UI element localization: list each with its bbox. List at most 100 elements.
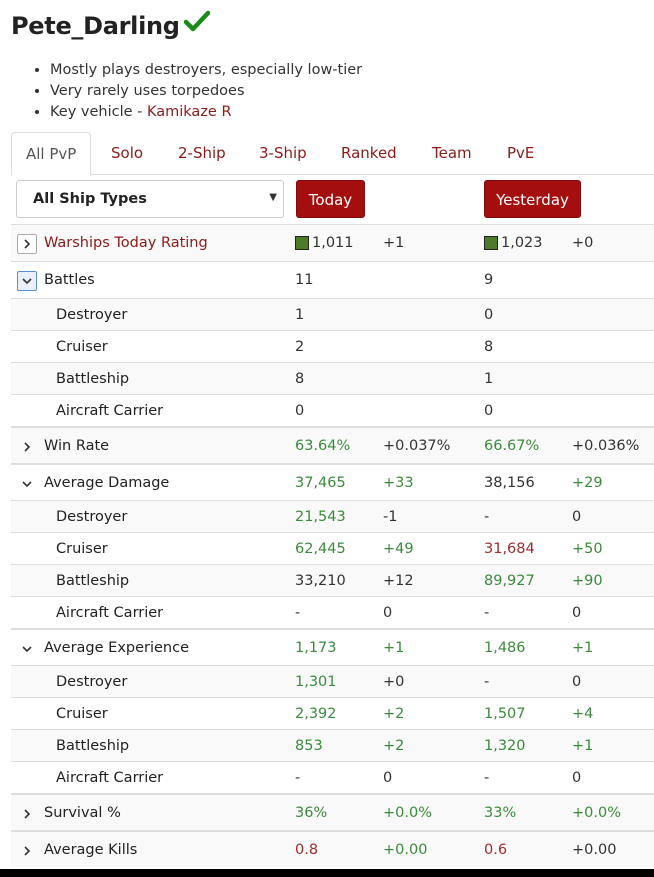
winrate-yesterday: 66.67% xyxy=(484,437,540,454)
subrow-yesterday: 1 xyxy=(484,370,494,387)
expand-toggle[interactable] xyxy=(17,804,37,824)
subrow-label: Battleship xyxy=(56,572,130,589)
subrow-today-delta: -1 xyxy=(383,508,398,525)
tab-all-pvp[interactable]: All PvP xyxy=(11,132,92,176)
experience-subrow: Aircraft Carrier - 0 - 0 xyxy=(11,761,654,793)
tab-3-ship[interactable]: 3-Ship xyxy=(259,144,307,162)
survival-label: Survival % xyxy=(44,804,121,821)
rating-yesterday-delta: +0 xyxy=(572,235,594,251)
damage-subrow: Cruiser 62,445 +49 31,684 +50 xyxy=(11,532,654,564)
experience-subrow: Battleship 853 +2 1,320 +1 xyxy=(11,729,654,761)
survival-today: 36% xyxy=(295,804,328,821)
experience-today-delta: +1 xyxy=(383,639,405,656)
subrow-yesterday-delta: +4 xyxy=(572,705,594,722)
experience-label: Average Experience xyxy=(44,639,190,656)
tab-pve[interactable]: PvE xyxy=(507,144,535,162)
yesterday-button[interactable]: Yesterday xyxy=(484,180,581,218)
winrate-today: 63.64% xyxy=(295,437,351,454)
subrow-yesterday-delta: +50 xyxy=(572,540,603,557)
winrate-today-delta: +0.037% xyxy=(383,437,451,454)
collapse-toggle[interactable] xyxy=(17,639,37,659)
checkmark-icon xyxy=(183,10,210,38)
survival-yesterday: 33% xyxy=(484,804,517,821)
experience-yesterday-delta: +1 xyxy=(572,639,594,656)
subrow-today-delta: +2 xyxy=(383,705,405,722)
winrate-row: Win Rate 63.64% +0.037% 66.67% +0.036% xyxy=(11,426,654,463)
subrow-yesterday: - xyxy=(484,769,490,786)
tab-2-ship[interactable]: 2-Ship xyxy=(178,144,226,162)
experience-today: 1,173 xyxy=(295,639,337,656)
subrow-today-delta: +2 xyxy=(383,737,405,754)
stats-table: Warships Today Rating 1,011 +1 1,023 +0 … xyxy=(11,224,654,867)
collapse-toggle[interactable] xyxy=(17,271,37,291)
subrow-label: Cruiser xyxy=(56,540,108,557)
expand-toggle[interactable] xyxy=(17,437,37,457)
subrow-today: 0 xyxy=(295,402,305,419)
subrow-yesterday: 0 xyxy=(484,402,494,419)
tab-team[interactable]: Team xyxy=(432,144,472,162)
note-key-vehicle-label: Key vehicle - xyxy=(50,104,147,120)
expand-toggle[interactable] xyxy=(17,234,37,254)
rating-today: 1,011 xyxy=(295,225,354,261)
subrow-today: - xyxy=(295,604,301,621)
subrow-yesterday: 31,684 xyxy=(484,540,535,557)
subrow-today-delta: 0 xyxy=(383,769,393,786)
dropdown-arrow-icon: ▼ xyxy=(269,192,277,203)
battles-subrow: Battleship 8 1 xyxy=(11,362,654,394)
subrow-label: Destroyer xyxy=(56,508,128,525)
rating-row: Warships Today Rating 1,011 +1 1,023 +0 xyxy=(11,224,654,261)
subrow-yesterday-delta: +90 xyxy=(572,572,603,589)
collapse-toggle[interactable] xyxy=(17,474,37,494)
tab-solo[interactable]: Solo xyxy=(111,144,144,162)
damage-label: Average Damage xyxy=(44,474,170,491)
kills-yesterday-delta: +0.00 xyxy=(572,841,617,858)
kills-row: Average Kills 0.8 +0.00 0.6 +0.00 xyxy=(11,830,654,867)
subrow-yesterday: - xyxy=(484,508,490,525)
battles-yesterday: 9 xyxy=(484,272,494,288)
subrow-yesterday: 0 xyxy=(484,306,494,323)
damage-yesterday-delta: +29 xyxy=(572,474,603,491)
subrow-today: 8 xyxy=(295,370,305,387)
subrow-yesterday-delta: 0 xyxy=(572,673,582,690)
survival-today-delta: +0.0% xyxy=(383,804,432,821)
battles-subrow: Cruiser 2 8 xyxy=(11,330,654,362)
subrow-yesterday: 1,507 xyxy=(484,705,526,722)
subrow-yesterday-delta: 0 xyxy=(572,508,582,525)
subrow-yesterday: 89,927 xyxy=(484,572,535,589)
rating-today-delta: +1 xyxy=(383,235,405,251)
subrow-today-delta: +49 xyxy=(383,540,414,557)
subrow-yesterday: 8 xyxy=(484,338,494,355)
battles-subrow: Aircraft Carrier 0 0 xyxy=(11,394,654,426)
today-button[interactable]: Today xyxy=(296,180,365,218)
subrow-today-delta: +12 xyxy=(383,572,414,589)
note-item: Very rarely uses torpedoes xyxy=(50,81,362,102)
rating-yesterday: 1,023 xyxy=(484,225,543,261)
note-item: Mostly plays destroyers, especially low-… xyxy=(50,60,362,81)
kills-today: 0.8 xyxy=(295,841,319,858)
subrow-today: 2 xyxy=(295,338,305,355)
ship-type-select[interactable]: All Ship Types ▼ xyxy=(16,180,284,218)
expand-toggle[interactable] xyxy=(17,841,37,861)
subrow-today: 62,445 xyxy=(295,540,346,557)
rating-label[interactable]: Warships Today Rating xyxy=(44,235,208,251)
rating-badge-icon xyxy=(484,236,498,250)
battles-row: Battles 11 9 xyxy=(11,261,654,298)
subrow-label: Aircraft Carrier xyxy=(56,402,164,419)
page-title: Pete_Darling xyxy=(11,10,210,40)
kills-label: Average Kills xyxy=(44,841,138,858)
battles-label: Battles xyxy=(44,272,95,288)
subrow-label: Battleship xyxy=(56,370,130,387)
damage-subrow: Aircraft Carrier - 0 - 0 xyxy=(11,596,654,628)
subrow-yesterday: 1,320 xyxy=(484,737,526,754)
subrow-label: Cruiser xyxy=(56,338,108,355)
subrow-label: Battleship xyxy=(56,737,130,754)
tab-ranked[interactable]: Ranked xyxy=(341,144,397,162)
battles-subrow: Destroyer 1 0 xyxy=(11,298,654,330)
subrow-today: 33,210 xyxy=(295,572,346,589)
experience-row: Average Experience 1,173 +1 1,486 +1 xyxy=(11,628,654,665)
note-item: Key vehicle - Kamikaze R xyxy=(50,102,362,123)
survival-yesterday-delta: +0.0% xyxy=(572,804,621,821)
key-vehicle-link[interactable]: Kamikaze R xyxy=(147,104,232,120)
battles-today: 11 xyxy=(295,272,314,288)
